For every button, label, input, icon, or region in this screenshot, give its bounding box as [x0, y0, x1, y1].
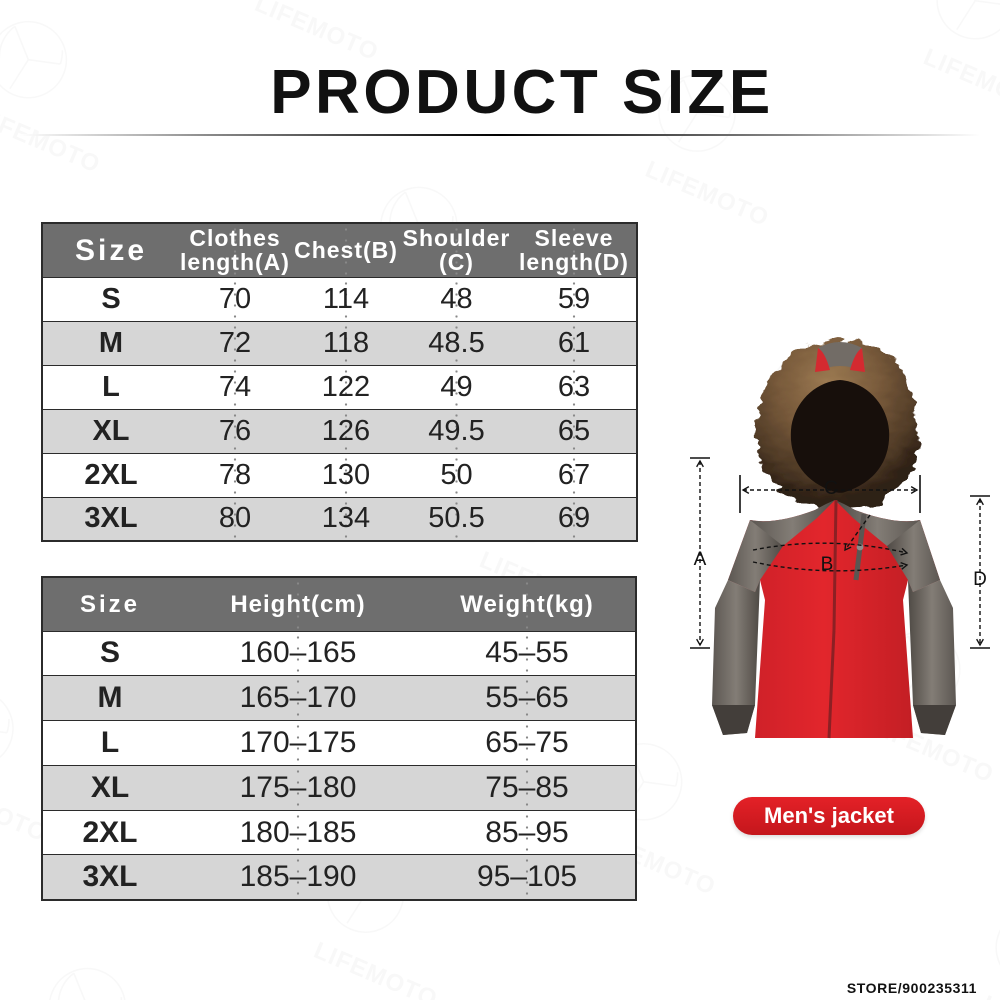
svg-text:LIFEMOTO: LIFEMOTO — [310, 937, 442, 1000]
svg-text:A: A — [694, 549, 707, 570]
svg-text:B: B — [821, 554, 834, 575]
svg-text:C: C — [824, 478, 838, 499]
svg-text:LIFEMOTO: LIFEMOTO — [641, 156, 773, 232]
svg-text:D: D — [973, 569, 987, 590]
svg-text:LIFEMOTO: LIFEMOTO — [979, 990, 1000, 1000]
